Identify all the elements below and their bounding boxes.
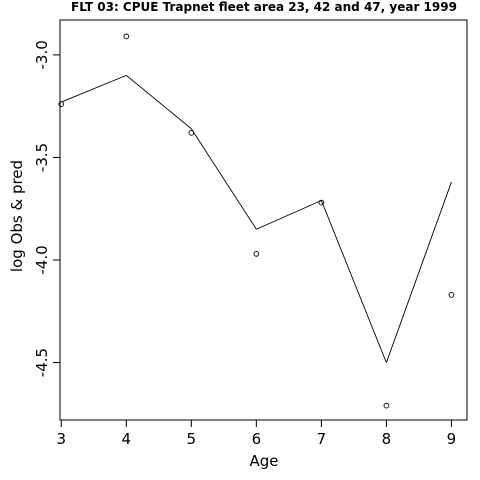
x-tick-label: 7 xyxy=(317,430,327,448)
observed-point xyxy=(448,292,455,298)
predicted-line-segment xyxy=(126,75,192,130)
y-tick-label: -3.0 xyxy=(33,40,51,69)
predicted-line-segment xyxy=(190,128,257,230)
predicted-line-segment xyxy=(256,200,322,230)
predicted-line-segment xyxy=(385,181,452,363)
x-tick-label: 8 xyxy=(382,430,392,448)
observed-point xyxy=(318,199,325,206)
y-tick-label: -4.0 xyxy=(33,245,51,274)
predicted-line-segment xyxy=(320,200,387,363)
y-axis-label: log Obs & pred xyxy=(8,160,26,272)
observed-point xyxy=(58,101,65,107)
x-axis-label: Age xyxy=(249,452,278,470)
y-tick-label: -4.5 xyxy=(33,348,51,377)
predicted-line-segment xyxy=(61,74,127,103)
y-axis: -3.0 -3.5 -4.0 -4.5 xyxy=(33,40,60,377)
x-tick-label: 4 xyxy=(122,430,132,448)
x-tick-label: 6 xyxy=(252,430,262,448)
x-axis: 3 4 5 6 7 8 9 xyxy=(57,420,457,448)
x-tick-label: 9 xyxy=(447,430,457,448)
observed-point xyxy=(123,33,130,40)
observed-point xyxy=(188,129,195,136)
observed-point xyxy=(383,402,390,409)
y-tick-label: -3.5 xyxy=(33,143,51,172)
x-tick-label: 3 xyxy=(57,430,67,448)
series-layer xyxy=(58,33,455,409)
x-tick-label: 5 xyxy=(187,430,197,448)
chart-title: FLT 03: CPUE Trapnet fleet area 23, 42 a… xyxy=(71,0,457,14)
observed-point xyxy=(253,250,260,257)
plot-frame xyxy=(59,19,468,421)
